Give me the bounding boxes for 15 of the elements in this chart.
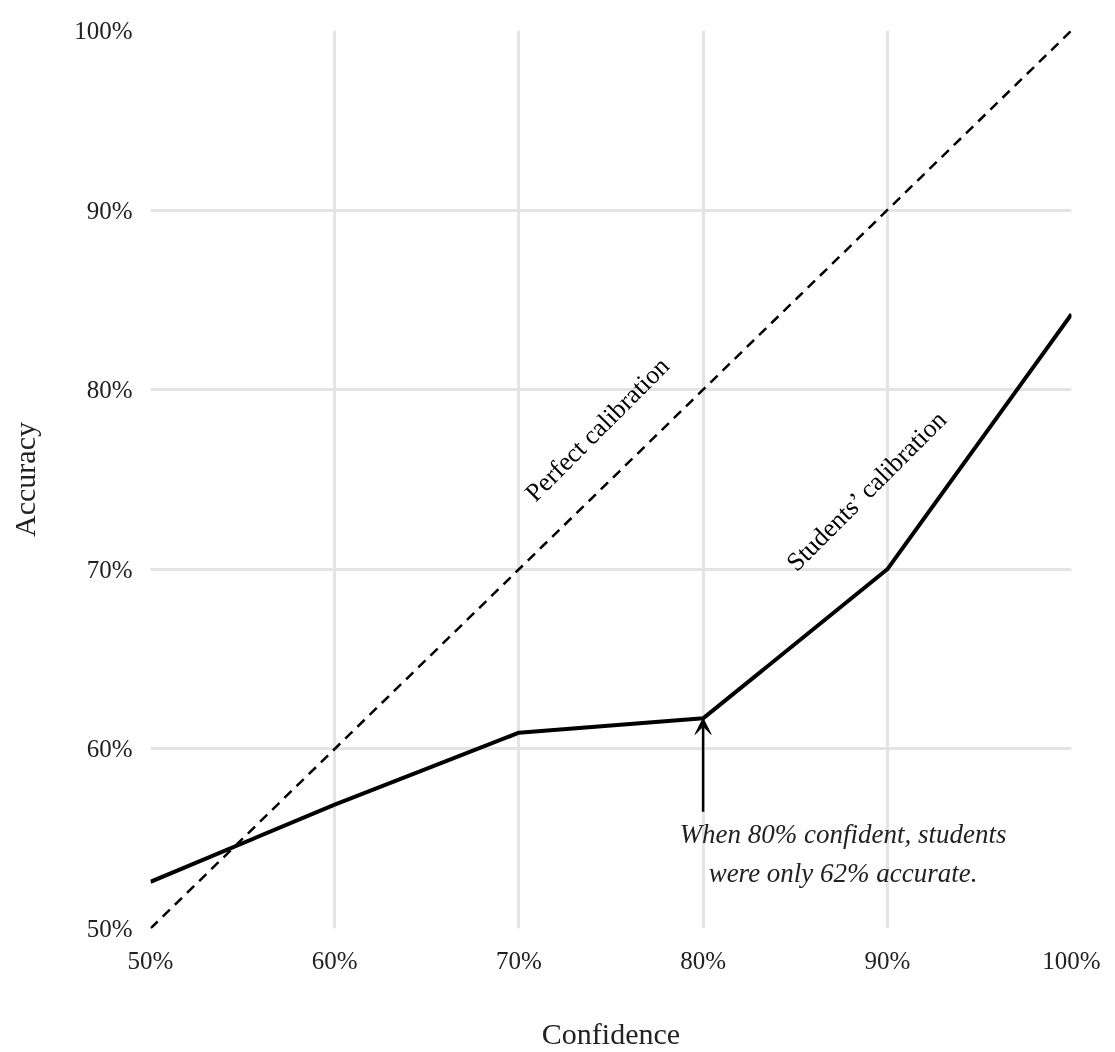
y-tick-label: 60%	[86, 735, 133, 763]
y-tick-label: 100%	[74, 17, 133, 44]
x-axis-title: Confidence	[541, 1016, 681, 1050]
y-tick-label: 80%	[86, 376, 133, 404]
y-tick-label: 50%	[86, 915, 133, 942]
y-tick-label: 90%	[86, 196, 133, 224]
annotation: When 80% confident, students were only 62% accurate.	[679, 818, 1007, 888]
y-tick-label: 70%	[86, 555, 133, 583]
x-tick-label: 50%	[127, 946, 174, 974]
x-tick-label: 100%	[1042, 946, 1101, 974]
x-tick-label: 70%	[495, 946, 542, 974]
x-tick-label: 80%	[680, 946, 727, 974]
x-tick-label: 90%	[864, 946, 911, 974]
x-tick-label: 60%	[311, 946, 358, 974]
y-axis-title: Accuracy	[8, 422, 42, 537]
